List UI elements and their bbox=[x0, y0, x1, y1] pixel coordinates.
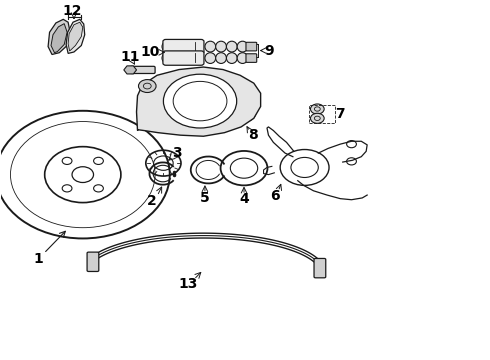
Ellipse shape bbox=[237, 53, 248, 63]
Polygon shape bbox=[51, 24, 67, 53]
Circle shape bbox=[163, 74, 237, 128]
Text: 10: 10 bbox=[140, 45, 159, 59]
FancyBboxPatch shape bbox=[246, 42, 257, 51]
Polygon shape bbox=[137, 67, 261, 136]
FancyBboxPatch shape bbox=[163, 51, 204, 65]
FancyBboxPatch shape bbox=[246, 54, 257, 62]
Circle shape bbox=[139, 80, 156, 93]
FancyBboxPatch shape bbox=[314, 258, 326, 278]
Text: 4: 4 bbox=[239, 192, 249, 206]
Circle shape bbox=[311, 104, 324, 114]
Text: 6: 6 bbox=[270, 189, 280, 203]
Ellipse shape bbox=[237, 41, 248, 52]
Circle shape bbox=[280, 149, 329, 185]
Polygon shape bbox=[66, 19, 85, 53]
Text: 7: 7 bbox=[336, 107, 345, 121]
Circle shape bbox=[311, 113, 324, 123]
Ellipse shape bbox=[216, 53, 226, 63]
Text: 12: 12 bbox=[63, 4, 82, 18]
Ellipse shape bbox=[226, 53, 237, 63]
Text: 9: 9 bbox=[265, 44, 274, 58]
Text: 2: 2 bbox=[147, 194, 157, 208]
Text: 1: 1 bbox=[34, 252, 44, 266]
Ellipse shape bbox=[205, 53, 216, 63]
Text: 3: 3 bbox=[172, 146, 181, 160]
Text: 11: 11 bbox=[121, 50, 140, 64]
FancyBboxPatch shape bbox=[87, 252, 99, 271]
Text: 5: 5 bbox=[200, 191, 210, 205]
FancyBboxPatch shape bbox=[163, 40, 204, 54]
Polygon shape bbox=[68, 22, 83, 51]
Bar bbox=[309, 105, 335, 123]
Ellipse shape bbox=[216, 41, 226, 52]
Text: 8: 8 bbox=[248, 128, 258, 142]
Circle shape bbox=[0, 111, 170, 238]
FancyBboxPatch shape bbox=[130, 66, 155, 73]
Ellipse shape bbox=[205, 41, 216, 52]
Text: 13: 13 bbox=[179, 277, 198, 291]
Ellipse shape bbox=[226, 41, 237, 52]
Polygon shape bbox=[48, 19, 70, 54]
Circle shape bbox=[45, 147, 121, 203]
